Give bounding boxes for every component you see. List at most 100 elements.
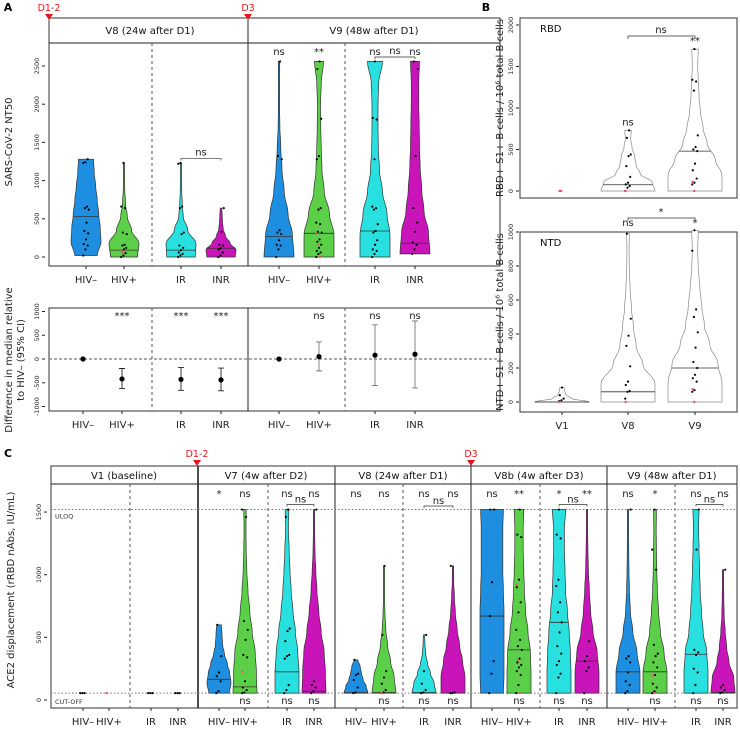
data-point <box>285 688 288 692</box>
data-point <box>420 682 423 685</box>
data-point <box>696 366 699 370</box>
data-point <box>424 688 427 692</box>
data-point <box>122 161 125 165</box>
data-point <box>691 390 694 393</box>
x-tick-label: IR <box>146 717 156 728</box>
data-point <box>721 691 724 694</box>
significance-bracket <box>423 505 454 508</box>
data-point <box>376 223 379 226</box>
data-point <box>315 508 318 511</box>
significance-label: ns <box>447 489 459 500</box>
x-tick-label: HIV+ <box>306 420 332 431</box>
significance-label: ns <box>281 489 293 500</box>
data-point <box>285 655 289 658</box>
facet-title: V8b (4w after D3) <box>494 471 583 482</box>
data-point <box>372 208 375 211</box>
y-tick-label: 600 <box>507 294 515 306</box>
data-point <box>181 205 184 208</box>
y-tick-label: 200 <box>507 362 515 374</box>
y-tick-label: 800 <box>507 260 515 272</box>
data-point <box>288 653 291 656</box>
data-point <box>288 627 291 630</box>
data-point-highlight <box>693 400 696 404</box>
data-point <box>320 117 323 120</box>
violin-body <box>600 130 656 192</box>
data-point <box>557 660 561 663</box>
bracket-label: ns <box>567 495 579 506</box>
data-point <box>624 397 627 400</box>
data-point <box>317 208 320 211</box>
significance-label: ns <box>369 47 381 58</box>
data-point <box>624 680 627 683</box>
data-point <box>371 255 374 259</box>
data-point <box>627 155 630 158</box>
data-point <box>318 238 321 241</box>
data-point <box>245 515 248 519</box>
data-point <box>517 666 521 669</box>
data-point <box>217 248 220 251</box>
x-tick-label: V1 <box>555 421 568 432</box>
violin-HIV+ <box>105 691 108 695</box>
significance-label: ns <box>486 489 498 500</box>
significance-label: *** <box>214 311 229 322</box>
data-point <box>216 623 219 626</box>
data-point <box>625 344 628 347</box>
facet-title: V8 (24w after D1) <box>358 471 447 482</box>
data-point <box>219 680 222 683</box>
data-point-highlight <box>241 670 244 674</box>
panel-c-frame <box>50 465 738 709</box>
data-point <box>626 380 630 383</box>
data-point <box>411 252 414 256</box>
data-point <box>519 601 522 604</box>
violin-body <box>440 565 466 694</box>
data-point <box>519 673 522 677</box>
data-point <box>241 508 244 511</box>
data-point <box>562 397 565 400</box>
data-point <box>284 640 287 643</box>
data-point <box>287 683 290 687</box>
data-point <box>627 334 630 337</box>
uloq-label: ULOQ <box>55 513 73 521</box>
data-point <box>422 670 426 673</box>
violin-body <box>615 509 641 694</box>
data-point <box>312 680 316 683</box>
y-tick-label: 1500 <box>33 134 41 151</box>
data-point <box>515 628 518 631</box>
data-point <box>625 657 628 660</box>
data-point <box>449 564 452 568</box>
data-point <box>125 246 128 249</box>
data-point <box>375 249 378 252</box>
estimate-point <box>80 356 86 362</box>
x-tick-label: INR <box>212 275 229 286</box>
dose-marker-triangle-icon <box>467 460 475 466</box>
significance-label: ** <box>314 47 324 58</box>
data-point <box>320 243 323 246</box>
significance-bracket <box>695 504 724 507</box>
data-point <box>518 508 521 511</box>
data-point <box>693 47 696 51</box>
data-point-highlight <box>624 189 627 193</box>
dose-marker-label: D1-2 <box>186 449 209 460</box>
panel-a-frame <box>48 17 501 267</box>
x-tick-label: HIV– <box>345 717 367 728</box>
data-point <box>221 251 224 254</box>
significance-label: ns <box>369 311 381 322</box>
data-point-highlight <box>693 189 696 193</box>
violin-HIV+ <box>232 508 258 695</box>
cutoff-label: CUT-OFF <box>55 698 83 706</box>
panel-label-b: B <box>482 1 490 14</box>
data-point <box>373 60 377 63</box>
data-point <box>82 161 85 165</box>
panel-label-a: A <box>4 1 13 14</box>
data-point <box>629 508 632 511</box>
bracket-label: ns <box>195 147 207 158</box>
y-tick-label: 500 <box>33 213 41 225</box>
data-point <box>83 692 86 695</box>
violin-INR <box>710 568 736 695</box>
dose-marker-triangle-icon <box>45 14 53 20</box>
significance-label: * <box>653 489 658 500</box>
data-point <box>425 633 428 636</box>
significance-label: ns <box>313 311 325 322</box>
data-point <box>319 223 322 226</box>
data-point-highlight <box>558 400 561 404</box>
